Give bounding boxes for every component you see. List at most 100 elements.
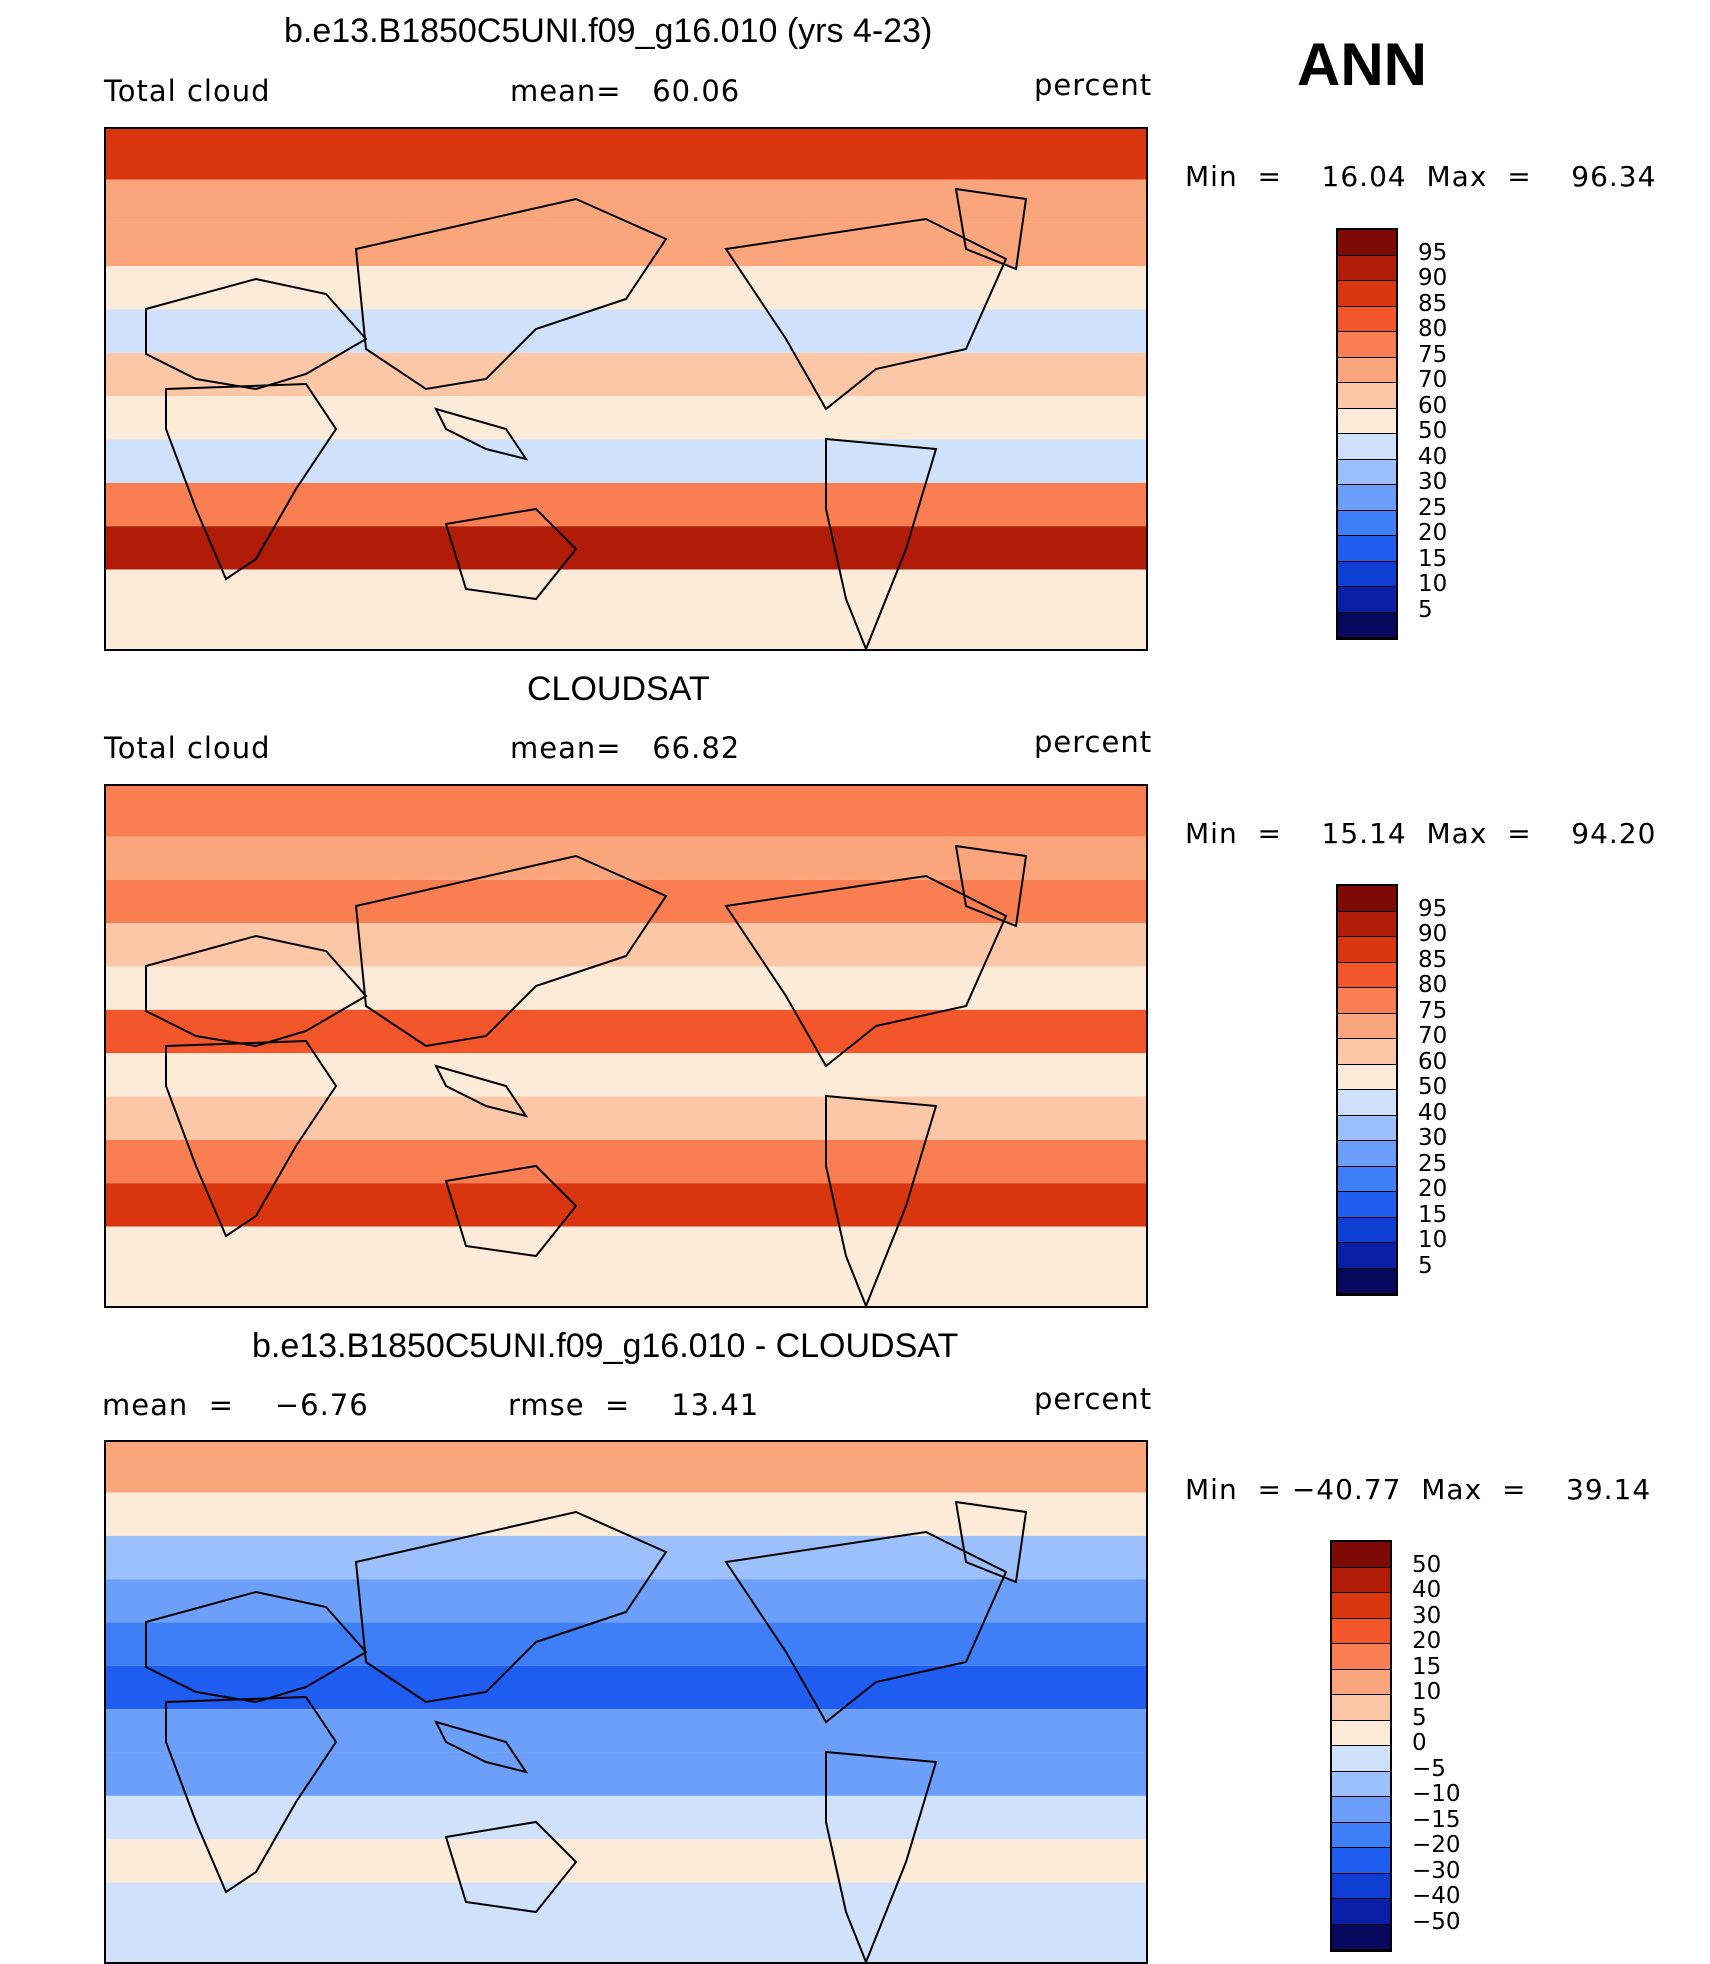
- panel-variable-label: Total cloud: [104, 731, 271, 765]
- colorbar-tick-label: 60: [1418, 392, 1448, 419]
- map-svg: [106, 786, 1146, 1306]
- colorbar-swatch: [1332, 1873, 1390, 1899]
- zonal-band: [106, 1226, 1146, 1306]
- colorbar-obs: [1336, 884, 1398, 1296]
- colorbar-swatch: [1338, 1268, 1396, 1294]
- colorbar-tick-label: 10: [1418, 1227, 1448, 1253]
- panel-mean-label: mean= 66.82: [510, 731, 741, 765]
- zonal-band: [106, 923, 1146, 967]
- colorbar-swatch: [1338, 988, 1396, 1014]
- colorbar-tick-label: 15: [1412, 1653, 1442, 1680]
- colorbar-swatch: [1338, 962, 1396, 988]
- colorbar-tick-label: −30: [1412, 1857, 1461, 1884]
- zonal-band: [106, 569, 1146, 649]
- colorbar-swatch: [1332, 1797, 1390, 1823]
- colorbar-tick-label: 70: [1418, 1023, 1448, 1049]
- colorbar-tick-label: 20: [1412, 1628, 1442, 1654]
- zonal-band: [106, 1183, 1146, 1227]
- colorbar-swatch: [1338, 1013, 1396, 1039]
- zonal-band: [106, 439, 1146, 483]
- colorbar-swatch: [1338, 1217, 1396, 1243]
- colorbar-tick-label: 80: [1418, 972, 1448, 998]
- colorbar-swatch: [1338, 230, 1396, 256]
- zonal-band: [106, 179, 1146, 223]
- colorbar-tick-label: 30: [1418, 469, 1448, 495]
- colorbar-swatch: [1338, 1090, 1396, 1116]
- colorbar-tick-label: 0: [1412, 1730, 1427, 1756]
- colorbar-tick-label: 40: [1418, 443, 1448, 470]
- colorbar-swatch: [1338, 255, 1396, 281]
- colorbar-model: [1336, 228, 1398, 640]
- colorbar-tick-label: 10: [1418, 571, 1448, 597]
- map-svg: [106, 129, 1146, 649]
- colorbar-swatch: [1332, 1899, 1390, 1925]
- zonal-band: [106, 1139, 1146, 1184]
- colorbar-tick-label: 5: [1412, 1704, 1427, 1731]
- zonal-band: [106, 879, 1146, 924]
- continent-outline: [724, 874, 1008, 1068]
- panel-title: b.e13.B1850C5UNI.f09_g16.010 (yrs 4-23): [284, 12, 933, 50]
- zonal-band: [106, 1752, 1146, 1796]
- map-diff: [104, 1440, 1148, 1964]
- zonal-band: [106, 1492, 1146, 1536]
- zonal-band: [106, 396, 1146, 440]
- colorbar-tick-label: 25: [1418, 494, 1448, 521]
- continent-outline: [354, 854, 668, 1048]
- continent-outline: [954, 1500, 1028, 1584]
- continent-outline: [825, 437, 938, 649]
- map-svg: [106, 1442, 1146, 1962]
- zonal-band: [106, 1839, 1146, 1883]
- colorbar-tick-label: 85: [1418, 946, 1448, 973]
- colorbar-tick-label: 75: [1418, 341, 1448, 368]
- colorbar-tick-label: 5: [1418, 596, 1433, 623]
- panel-mean-label: mean = −6.76: [102, 1388, 369, 1422]
- colorbar-swatch: [1338, 459, 1396, 485]
- continent-outline: [354, 1510, 668, 1704]
- colorbar-tick-label: −50: [1412, 1908, 1461, 1935]
- colorbar-tick-label: 20: [1418, 1176, 1448, 1202]
- colorbar-swatch: [1332, 1567, 1390, 1593]
- colorbar-swatch: [1338, 1141, 1396, 1167]
- colorbar-tick-label: 5: [1418, 1252, 1433, 1279]
- colorbar-tick-label: −5: [1412, 1755, 1446, 1782]
- continent-outline: [444, 507, 578, 601]
- continent-outline: [825, 1094, 938, 1306]
- continent-outline: [434, 407, 529, 461]
- colorbar-swatch: [1338, 485, 1396, 511]
- zonal-band: [106, 1442, 1146, 1493]
- zonal-band: [106, 1009, 1146, 1054]
- panel-variable-label: Total cloud: [104, 74, 271, 108]
- panel-title: CLOUDSAT: [527, 670, 710, 708]
- colorbar-swatch: [1332, 1669, 1390, 1695]
- zonal-band: [106, 352, 1146, 397]
- zonal-band: [106, 1665, 1146, 1710]
- zonal-band: [106, 129, 1146, 180]
- colorbar-tick-label: −20: [1412, 1832, 1461, 1858]
- panel-units-label: percent: [1034, 1382, 1153, 1416]
- colorbar-swatch: [1332, 1618, 1390, 1644]
- colorbar-swatch: [1332, 1924, 1390, 1950]
- zonal-band: [106, 1882, 1146, 1962]
- colorbar-swatch: [1332, 1746, 1390, 1772]
- colorbar-swatch: [1338, 510, 1396, 536]
- continent-outline: [724, 217, 1008, 411]
- colorbar-tick-label: 25: [1418, 1150, 1448, 1177]
- colorbar-swatch: [1338, 937, 1396, 963]
- continent-outline: [434, 1720, 529, 1774]
- colorbar-tick-label: 70: [1418, 367, 1448, 393]
- colorbar-tick-label: 40: [1418, 1099, 1448, 1126]
- panel-min-max: Min = 16.04 Max = 96.34: [1185, 160, 1657, 193]
- continent-outline: [954, 844, 1028, 928]
- colorbar-swatch: [1338, 281, 1396, 307]
- colorbar-tick-label: 95: [1418, 239, 1448, 266]
- colorbar-swatch: [1338, 587, 1396, 613]
- colorbar-tick-label: −40: [1412, 1883, 1461, 1909]
- continent-outline: [354, 197, 668, 391]
- continent-outline: [165, 1695, 338, 1894]
- colorbar-swatch: [1338, 1115, 1396, 1141]
- season-label: ANN: [1297, 31, 1427, 98]
- panel-min-max: Min = 15.14 Max = 94.20: [1185, 817, 1657, 850]
- panel-units-label: percent: [1034, 68, 1153, 102]
- colorbar-swatch: [1338, 408, 1396, 434]
- colorbar-swatch: [1338, 306, 1396, 332]
